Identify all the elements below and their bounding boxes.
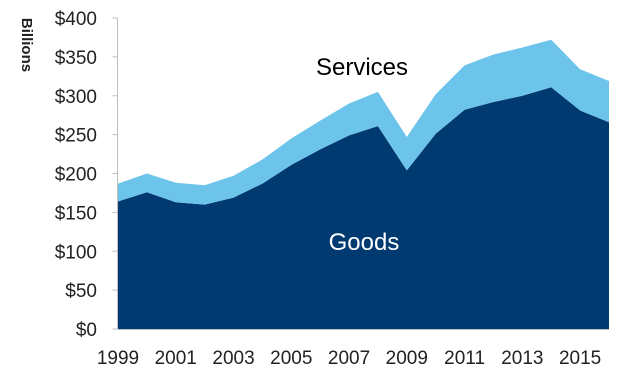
- x-tick-label: 1999: [97, 348, 139, 369]
- y-tick-label: $350: [55, 48, 97, 69]
- series-labels: Goods Services: [316, 54, 408, 256]
- x-tick-label: 2011: [444, 348, 485, 369]
- series-label-goods: Goods: [329, 229, 400, 256]
- area-services: [118, 39, 609, 205]
- y-tick-label: $200: [55, 165, 97, 186]
- x-tick-label: 2003: [212, 348, 254, 369]
- y-tick-label: $400: [55, 9, 97, 30]
- plot-areas: [118, 39, 609, 329]
- x-tick-label: 2005: [270, 348, 312, 369]
- y-tick-label: $300: [55, 87, 97, 108]
- x-tick-label: 2013: [501, 348, 543, 369]
- y-tick-label: $50: [65, 281, 97, 302]
- y-tick-label: $0: [76, 320, 97, 341]
- y-axis: $0 $50 $100 $150 $200 $250 $300 $350 $400: [55, 9, 118, 341]
- x-tick-label: 2001: [155, 348, 197, 369]
- x-tick-label: 2007: [328, 348, 370, 369]
- series-label-services: Services: [316, 54, 408, 81]
- x-tick-label: 2009: [386, 348, 428, 369]
- x-tick-label: 2015: [559, 348, 601, 369]
- y-tick-label: $250: [55, 126, 97, 147]
- y-tick-label: $150: [55, 203, 97, 224]
- y-tick-label: $100: [55, 242, 97, 263]
- x-axis: 1999 2001 2003 2005 2007 2009 2011 2013 2015: [97, 329, 609, 369]
- y-axis-title: Billions: [18, 18, 35, 72]
- area-goods: [118, 87, 609, 329]
